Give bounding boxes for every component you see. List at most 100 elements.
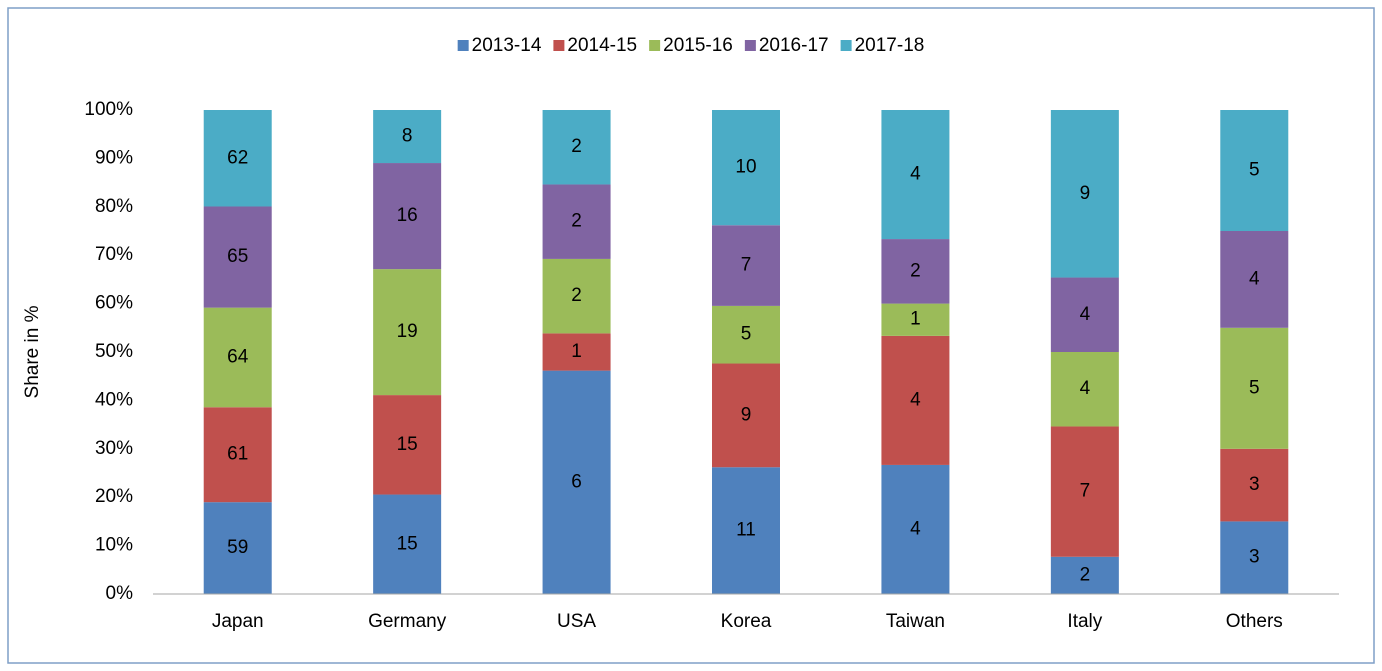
bar-segment — [1050, 277, 1119, 352]
legend-label: 2015-16 — [663, 35, 733, 56]
y-tick-label: 40% — [95, 389, 133, 410]
data-label: 5 — [1249, 377, 1260, 398]
data-label: 4 — [910, 518, 921, 539]
data-label: 16 — [397, 205, 418, 226]
bar-segment — [1220, 110, 1289, 231]
data-label: 11 — [736, 520, 756, 541]
data-label: 6 — [571, 471, 582, 492]
y-tick-label: 70% — [95, 244, 133, 265]
data-label: 65 — [227, 246, 248, 267]
y-tick-label: 50% — [95, 341, 133, 362]
bar-segment — [881, 464, 950, 594]
data-label: 7 — [1080, 481, 1091, 502]
bar-segment — [1220, 231, 1289, 328]
legend-swatch — [744, 40, 756, 51]
bar-segment — [1220, 521, 1289, 594]
data-label: 2 — [571, 136, 582, 157]
bar-segment — [203, 307, 272, 408]
bar-segment — [203, 110, 272, 207]
bar-segment — [373, 269, 442, 396]
bar-segment — [203, 502, 272, 594]
bar-segment — [542, 333, 611, 371]
data-label: 61 — [227, 444, 248, 465]
data-label: 4 — [1080, 378, 1091, 399]
legend-label: 2013-14 — [472, 35, 542, 56]
bar-segment — [881, 110, 950, 240]
data-label: 1 — [571, 341, 582, 362]
x-tick-label: Japan — [212, 611, 264, 632]
data-label: 8 — [402, 126, 413, 147]
bar-segment — [712, 363, 780, 468]
y-tick-label: 90% — [95, 147, 133, 168]
bar-segment — [712, 467, 780, 594]
bar-segment — [1050, 426, 1119, 557]
data-label: 2 — [910, 260, 921, 281]
data-label: 4 — [1080, 304, 1091, 325]
data-label: 9 — [1080, 183, 1091, 204]
bar-segment — [542, 370, 611, 594]
x-tick-label: USA — [557, 611, 596, 632]
data-label: 4 — [910, 164, 921, 185]
data-label: 2 — [571, 211, 582, 232]
x-tick-label: Others — [1226, 611, 1283, 632]
data-label: 9 — [741, 404, 752, 425]
bar-segment — [1050, 352, 1119, 427]
data-label: 59 — [227, 537, 248, 558]
x-tick-label: Germany — [368, 611, 447, 632]
data-label: 5 — [741, 324, 752, 345]
bar-segment — [203, 206, 272, 308]
data-label: 4 — [1249, 268, 1260, 289]
y-tick-label: 80% — [95, 196, 133, 217]
y-tick-label: 30% — [95, 438, 133, 459]
bar-segment — [373, 494, 442, 594]
legend-label: 2014-15 — [567, 35, 637, 56]
bar-segment — [542, 258, 611, 334]
y-tick-label: 60% — [95, 293, 133, 314]
data-label: 62 — [227, 147, 248, 168]
y-tick-label: 20% — [95, 486, 133, 507]
y-tick-label: 0% — [106, 583, 134, 604]
data-label: 1 — [910, 309, 921, 330]
bar-segment — [373, 163, 442, 270]
legend: 2013-14 2014-15 2015-16 2016-17 2017-18 — [457, 35, 925, 56]
data-label: 10 — [735, 157, 756, 178]
bar-segment — [712, 225, 780, 306]
data-label: 2 — [1080, 564, 1091, 585]
legend-swatch — [457, 40, 469, 51]
bar-segment — [881, 335, 950, 465]
data-label: 64 — [227, 346, 249, 367]
bar-segment — [712, 305, 780, 364]
legend-label: 2017-18 — [855, 35, 925, 56]
data-label: 15 — [397, 533, 418, 554]
bar-segment — [1050, 556, 1119, 594]
x-tick-label: Italy — [1067, 611, 1102, 632]
y-axis-label: Share in % — [22, 305, 43, 398]
x-tick-label: Taiwan — [886, 611, 945, 632]
bar-segment — [373, 395, 442, 495]
y-tick-label: 100% — [84, 99, 133, 120]
y-tick-label: 10% — [95, 535, 133, 556]
data-label: 3 — [1249, 474, 1260, 495]
bar-segment — [1220, 448, 1289, 522]
data-label: 7 — [741, 255, 752, 276]
bar-segment — [881, 303, 950, 336]
data-label: 4 — [910, 389, 921, 410]
x-tick-label: Korea — [721, 611, 772, 632]
data-label: 15 — [397, 434, 418, 455]
data-label: 3 — [1249, 547, 1260, 568]
bar-segment — [1220, 327, 1289, 449]
bar-segment — [542, 184, 611, 259]
legend-label: 2016-17 — [759, 35, 829, 56]
bar-segment — [881, 239, 950, 304]
legend-swatch — [649, 40, 661, 51]
data-label: 2 — [571, 285, 582, 306]
data-label: 19 — [397, 321, 418, 342]
legend-swatch — [553, 40, 565, 51]
legend-swatch — [840, 40, 852, 51]
data-label: 5 — [1249, 160, 1260, 181]
bar-segment — [712, 110, 780, 226]
bar-segment — [373, 110, 442, 164]
bar-segment — [203, 407, 272, 503]
bar-segment — [1050, 110, 1119, 278]
